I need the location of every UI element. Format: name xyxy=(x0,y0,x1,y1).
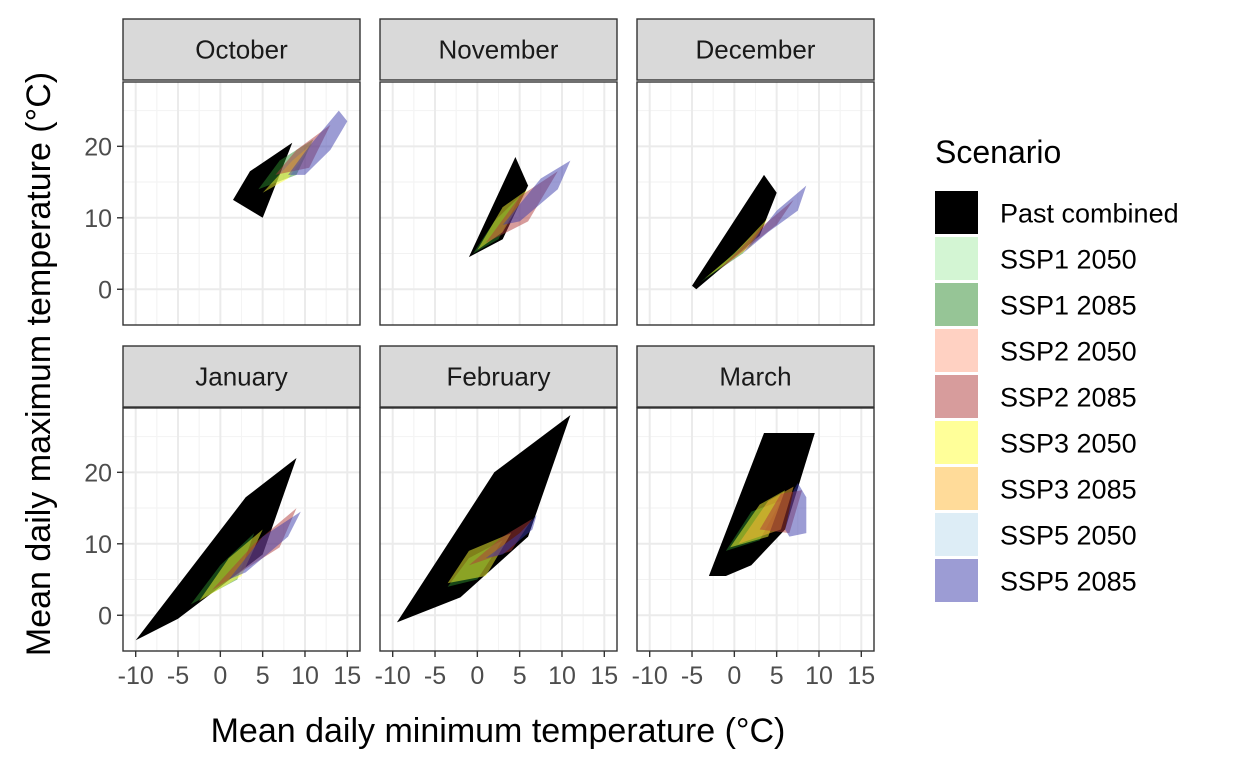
facet-strip xyxy=(636,345,875,408)
hull-past-combined xyxy=(135,458,297,641)
hull-ssp5-2085 xyxy=(502,160,571,225)
hull-ssp5-2085 xyxy=(785,483,807,537)
x-tick-label: -10 xyxy=(632,662,668,690)
hull-ssp3-2050 xyxy=(199,529,263,601)
legend-label: SSP3 2085 xyxy=(1000,475,1137,505)
panel-border xyxy=(379,81,618,326)
facet-panel-october: October 0 10 20 xyxy=(84,18,361,326)
facet-panel-december: December xyxy=(636,18,875,326)
x-tick-label: 5 xyxy=(256,662,270,690)
facet-strip xyxy=(122,18,361,81)
x-tick-label: 0 xyxy=(213,662,227,690)
facet-panel-march: March -10 -5 0 5 10 15 xyxy=(632,345,875,690)
legend-key-ssp2-2050 xyxy=(935,329,978,372)
x-tick-label: 10 xyxy=(548,662,576,690)
hull-past-combined xyxy=(233,142,293,218)
legend-key-ssp1-2050 xyxy=(935,237,978,280)
facet-strip-label: December xyxy=(696,35,816,65)
y-tick-label: 20 xyxy=(84,459,112,487)
hull-ssp2-2085 xyxy=(468,518,533,566)
x-tick-label: -10 xyxy=(375,662,411,690)
x-tick-label: -5 xyxy=(681,662,703,690)
facet-strip-label: October xyxy=(195,35,288,65)
legend-label: SSP2 2085 xyxy=(1000,383,1137,413)
legend-label: SSP5 2050 xyxy=(1000,521,1137,551)
panel-border xyxy=(636,407,875,652)
legend-key-ssp2-2085 xyxy=(935,375,978,418)
x-tick-label: -5 xyxy=(424,662,446,690)
y-tick-label: 10 xyxy=(84,205,112,233)
x-tick-label: 10 xyxy=(291,662,319,690)
panel-border xyxy=(122,81,361,326)
x-tick-label: 5 xyxy=(770,662,784,690)
facet-strip xyxy=(379,18,618,81)
legend-label: SSP3 2050 xyxy=(1000,429,1137,459)
facet-strip-label: March xyxy=(719,362,791,392)
legend-key-ssp1-2085 xyxy=(935,283,978,326)
y-tick-label: 10 xyxy=(84,531,112,559)
y-tick-label: 0 xyxy=(98,602,112,630)
facet-panel-november: November xyxy=(379,18,618,326)
y-axis-title: Mean daily maximum temperature (°C) xyxy=(20,72,58,656)
legend-label: SSP2 2050 xyxy=(1000,337,1137,367)
x-tick-label: 0 xyxy=(470,662,484,690)
x-tick-label: -10 xyxy=(118,662,154,690)
legend-label: SSP1 2085 xyxy=(1000,291,1137,321)
facet-strip-label: January xyxy=(195,362,288,392)
legend: Scenario Past combined SSP1 2050 SSP1 2085… xyxy=(935,134,1179,602)
facet-strip xyxy=(636,18,875,81)
legend-key-ssp3-2085 xyxy=(935,467,978,510)
facet-strip xyxy=(379,345,618,408)
y-tick-label: 0 xyxy=(98,276,112,304)
facet-panel-january: January 0 10 20 -10 -5 0 5 10 15 xyxy=(84,345,361,690)
legend-key-ssp5-2085 xyxy=(935,559,978,602)
x-tick-label: 0 xyxy=(727,662,741,690)
x-tick-label: -5 xyxy=(167,662,189,690)
panel-border xyxy=(636,81,875,326)
facet-panel-february: February -10 -5 0 5 10 15 xyxy=(375,345,618,690)
hull-ssp5-2085 xyxy=(228,511,301,580)
hull-past-combined xyxy=(692,174,777,290)
legend-label: SSP5 2085 xyxy=(1000,567,1137,597)
facet-strip-label: November xyxy=(439,35,559,65)
facet-strip-label: February xyxy=(446,362,550,392)
hull-past-combined xyxy=(396,415,571,623)
legend-key-ssp5-2050 xyxy=(935,513,978,556)
legend-title: Scenario xyxy=(935,134,1061,170)
panel-border xyxy=(379,407,618,652)
facet-strip xyxy=(122,345,361,408)
x-tick-label: 5 xyxy=(513,662,527,690)
hull-ssp5-2085 xyxy=(742,185,807,254)
panels-layer: October 0 10 20 November December January 0 10 20… xyxy=(84,18,875,690)
legend-key-past-combined xyxy=(935,191,978,234)
x-tick-label: 15 xyxy=(333,662,361,690)
legend-label: SSP1 2050 xyxy=(1000,245,1137,275)
legend-label: Past combined xyxy=(1000,199,1179,229)
hull-past-combined xyxy=(468,157,529,258)
hull-ssp5-2085 xyxy=(288,110,348,175)
x-tick-label: 15 xyxy=(590,662,618,690)
y-tick-label: 20 xyxy=(84,133,112,161)
x-tick-label: 10 xyxy=(805,662,833,690)
legend-key-ssp3-2050 xyxy=(935,421,978,464)
x-tick-label: 15 xyxy=(847,662,875,690)
panel-border xyxy=(122,407,361,652)
x-axis-title: Mean daily minimum temperature (°C) xyxy=(211,712,786,750)
